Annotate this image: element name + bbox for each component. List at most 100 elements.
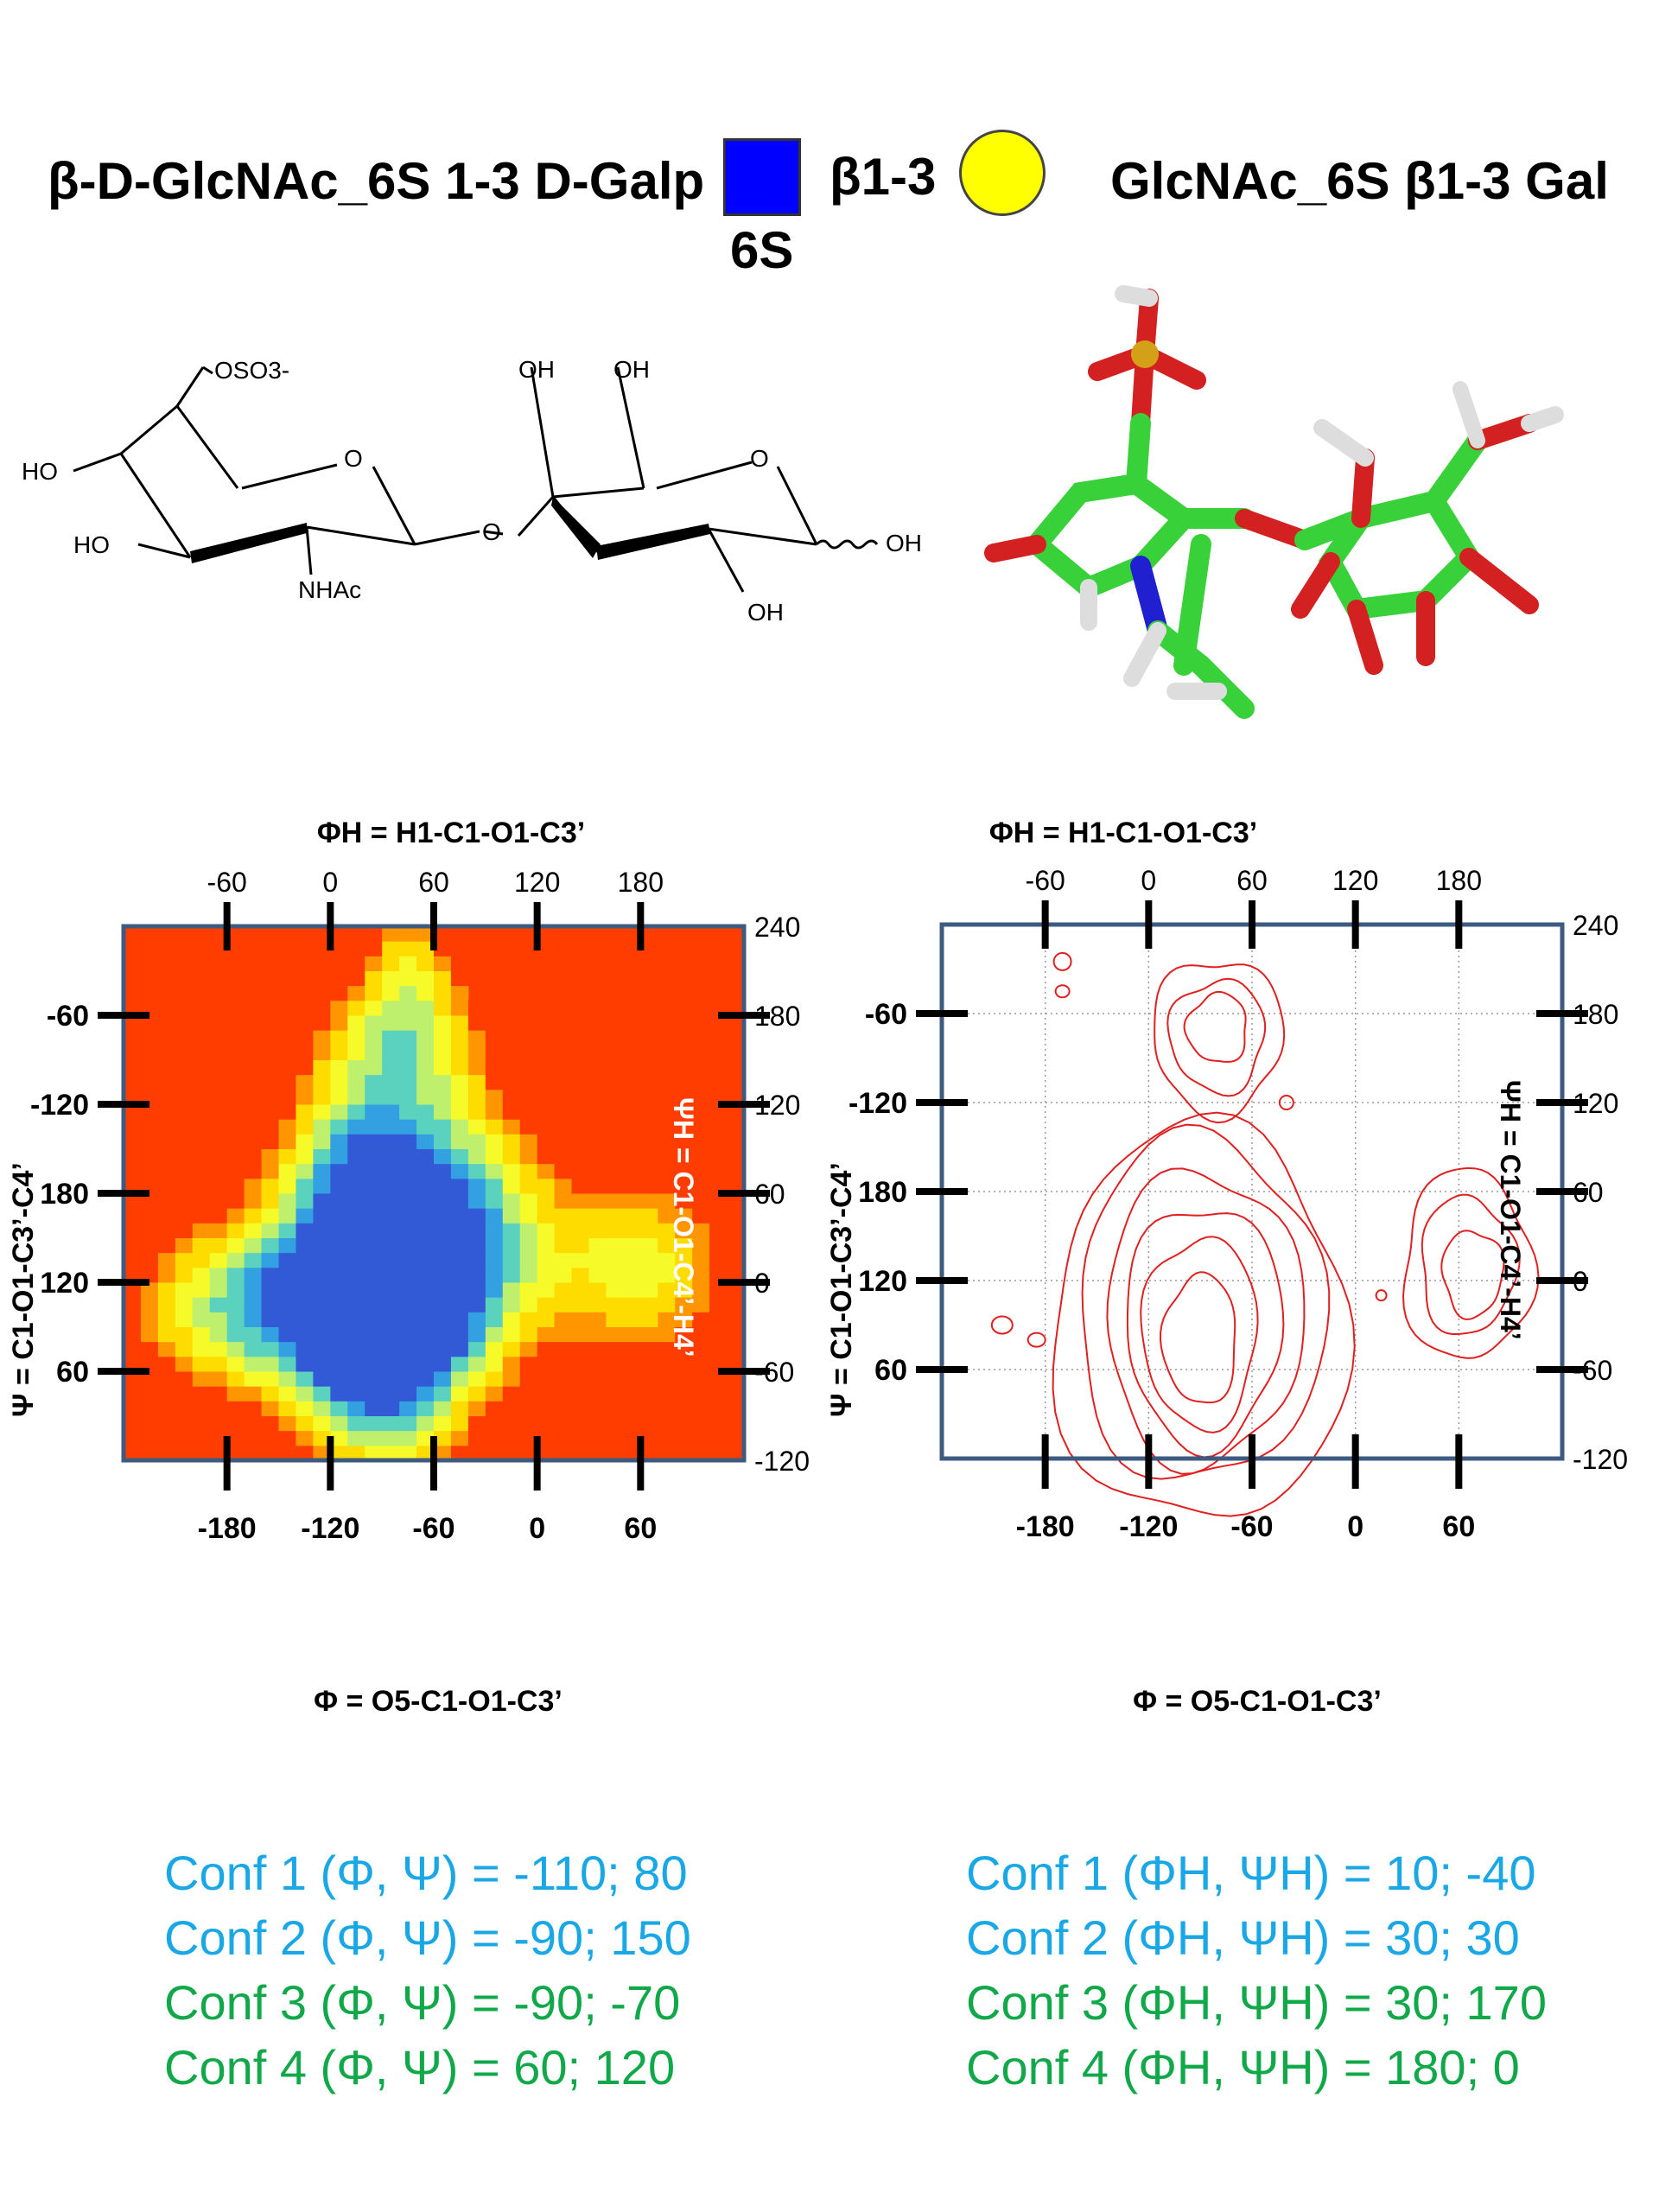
heatmap-cell <box>434 1386 452 1402</box>
heatmap-cell <box>519 1193 538 1209</box>
heatmap-cell <box>658 1297 676 1313</box>
heatmap-cell <box>485 1341 504 1357</box>
bottom-tick-label: -180 <box>198 1512 257 1545</box>
heatmap-cell <box>416 1267 435 1283</box>
heatmap-cell <box>502 1282 521 1298</box>
heatmap-cell <box>450 1312 469 1327</box>
heatmap-cell <box>226 1252 245 1268</box>
heatmap-cell <box>399 1312 417 1327</box>
heatmap-cell <box>434 1326 452 1343</box>
heatmap-cell <box>296 1445 314 1461</box>
heatmap-cell <box>416 1000 435 1016</box>
heatmap-cell <box>709 1252 728 1268</box>
heatmap-cell <box>399 1208 417 1224</box>
heatmap-cell <box>157 1341 176 1357</box>
heatmap-cell <box>296 1282 314 1298</box>
heatmap-cell <box>261 1401 279 1416</box>
heatmap-cell <box>296 1386 314 1402</box>
heatmap-cell <box>261 1282 279 1298</box>
heatmap-cell <box>124 1282 142 1298</box>
heatmap-cell <box>313 1371 331 1387</box>
heatmap-cell <box>296 1074 314 1090</box>
heatmap-cell <box>382 926 400 942</box>
heatmap-cell <box>727 1252 745 1268</box>
heatmap-cell <box>485 1193 504 1209</box>
heatmap-cell <box>467 1312 486 1327</box>
heatmap-cell <box>347 1119 365 1135</box>
heatmap-cell <box>640 1326 658 1343</box>
heatmap-cell <box>313 1134 331 1149</box>
heatmap-cell <box>434 1134 452 1149</box>
heatmap-cell <box>467 1208 486 1224</box>
heatmap-cell <box>675 1252 693 1268</box>
heatmap-cell <box>450 1074 469 1090</box>
heatmap-cell <box>226 1223 245 1238</box>
heatmap-cell <box>658 1223 676 1238</box>
heatmap-cell <box>313 1000 331 1016</box>
heatmap-cell <box>330 1415 348 1432</box>
heatmap-cell <box>313 1223 331 1238</box>
heatmap-cell <box>519 1134 538 1149</box>
heatmap-cell <box>209 1297 228 1313</box>
heatmap-cell <box>606 1282 624 1298</box>
contour-left-axis-title: Ψ = C1-O1-C3’-C4’ <box>825 1162 858 1417</box>
heatmap-cell <box>313 1148 331 1165</box>
heatmap-cell <box>606 1223 624 1238</box>
heatmap-cell <box>330 1356 348 1372</box>
bottom-tick-label: 60 <box>624 1512 657 1545</box>
heatmap-cell <box>399 1326 417 1343</box>
top-tick-label: 60 <box>418 867 449 898</box>
heatmap-cell <box>434 926 452 942</box>
heatmap-cell <box>416 1104 435 1120</box>
heatmap-cell <box>675 1208 693 1224</box>
heatmap-cell <box>313 1445 331 1461</box>
heatmap-cell <box>434 1074 452 1090</box>
heatmap-cell <box>467 1415 486 1432</box>
heatmap-cell <box>313 1356 331 1372</box>
heatmap-cell <box>416 1445 435 1461</box>
bottom-tick-label: 60 <box>1442 1510 1475 1543</box>
heatmap-cell <box>192 1297 211 1313</box>
heatmap-cell <box>365 1030 383 1046</box>
heatmap-cell <box>330 1148 348 1165</box>
heatmap-cell <box>416 1148 435 1165</box>
heatmap-cell <box>382 1178 400 1194</box>
heatmap-cell <box>519 1297 538 1313</box>
heatmap-cell <box>382 1045 400 1060</box>
left-tick-label: 120 <box>40 1267 89 1300</box>
heatmap-cell <box>434 1059 452 1076</box>
heatmap-cell <box>502 1148 521 1165</box>
heatmap-cell <box>434 1252 452 1268</box>
heatmap-cell <box>382 1148 400 1165</box>
heatmap-cell <box>416 1208 435 1224</box>
heatmap-cell <box>606 1267 624 1283</box>
heatmap-cell <box>278 1134 296 1149</box>
heatmap-left-axis-title: Ψ = C1-O1-C3’-C4’ <box>7 1162 40 1417</box>
top-tick-label: 0 <box>322 867 338 898</box>
heatmap-cell <box>209 1193 228 1209</box>
heatmap-cell <box>450 1178 469 1194</box>
heatmap-cell <box>399 1267 417 1283</box>
heatmap-cell <box>606 1178 624 1194</box>
heatmap-cell <box>399 1089 417 1105</box>
heatmap-cell <box>330 1059 348 1076</box>
heatmap-cell <box>330 1089 348 1105</box>
heatmap-cell <box>434 1371 452 1387</box>
heatmap-cell <box>244 1297 263 1313</box>
bottom-tick-label: 0 <box>529 1512 545 1545</box>
heatmap-cell <box>244 1371 263 1387</box>
heatmap-cell <box>399 1237 417 1254</box>
heatmap-cell <box>330 1282 348 1298</box>
heatmap-cell <box>365 1104 383 1120</box>
contour-ticks: -60 0 60 120 180 -180 -120 -60 0 60 240 180 120 60 0 -6… <box>849 865 1628 1543</box>
heatmap-cell <box>313 1297 331 1313</box>
heatmap-cell <box>365 1415 383 1432</box>
heatmap-cell <box>675 1297 693 1313</box>
heatmap-cell <box>157 1297 176 1313</box>
heatmap-cell <box>640 1297 658 1313</box>
heatmap-cell <box>416 1341 435 1357</box>
heatmap-cell <box>261 1312 279 1327</box>
glycosidic-o-label: O <box>482 518 501 545</box>
heatmap-cell <box>261 1297 279 1313</box>
heatmap-cell <box>296 1415 314 1432</box>
